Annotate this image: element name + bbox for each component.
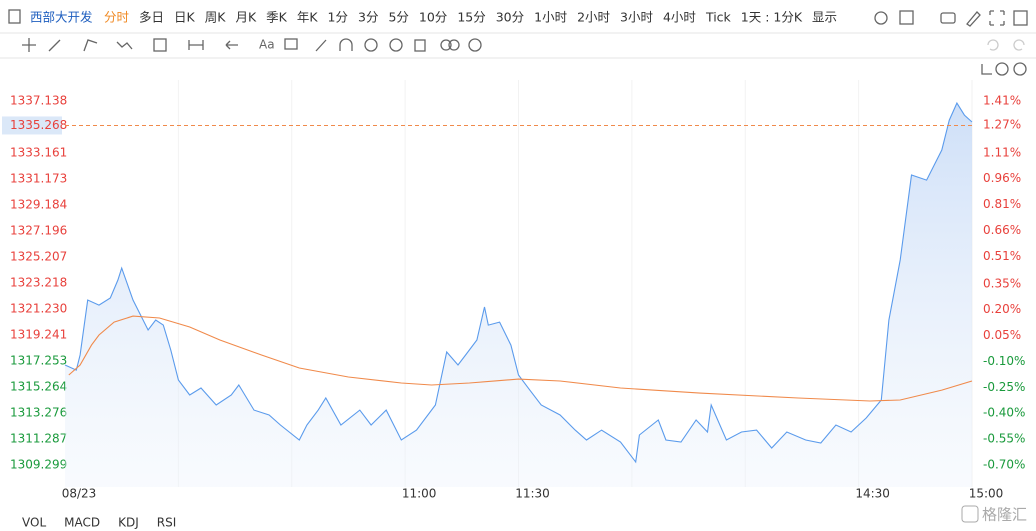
y-tick-label: 1319.241 [10, 328, 67, 342]
timeframe-tab[interactable]: 分时 [104, 10, 130, 25]
line-tool[interactable] [48, 39, 61, 52]
y2-tick-label: 1.41% [983, 94, 1021, 108]
delete-tool[interactable] [414, 39, 426, 52]
y2-tick-label: 0.05% [983, 328, 1021, 342]
timeframe-tab[interactable]: 1天 : 1分K [741, 10, 803, 25]
symbol-icon[interactable] [8, 9, 21, 24]
timeframe-tab[interactable]: 显示 [812, 10, 837, 25]
timeframe-tab[interactable]: 10分 [419, 10, 447, 25]
indicator-tabs: VOL MACD KDJ RSI [22, 516, 176, 530]
timeframe-tab[interactable]: 4小时 [663, 10, 696, 25]
timeframe-tabs: 分时 多日 日K 周K 月K 季K 年K 1分 3分 5分 10分 15分 30分 1小时 2小时 3小时 4小… [104, 10, 837, 25]
ruler-tool[interactable] [315, 39, 327, 52]
x-tick-label: 15:00 [969, 487, 1004, 501]
y-tick-label: 1331.173 [10, 171, 67, 185]
compare-icon[interactable] [440, 39, 452, 51]
y2-tick-label: 0.51% [983, 249, 1021, 263]
y-tick-label: 1327.196 [10, 223, 67, 237]
y-tick-label: 1321.230 [10, 301, 67, 315]
timeframe-tab[interactable]: 日K [174, 10, 196, 25]
y-tick-label: 1333.161 [10, 145, 67, 159]
x-tick-label: 11:30 [515, 487, 550, 501]
move-tool[interactable] [22, 38, 36, 52]
average-line [68, 315, 973, 402]
undo-icon[interactable] [987, 39, 999, 51]
watermark-logo [961, 505, 979, 523]
layout-icon[interactable] [899, 10, 914, 25]
settings-icon[interactable] [468, 38, 482, 52]
indicator-tab[interactable]: MACD [64, 516, 100, 530]
camera-icon[interactable] [940, 12, 956, 24]
fib-tool[interactable] [153, 38, 167, 52]
timeframe-tab[interactable]: 3分 [358, 10, 378, 25]
measure-tool[interactable] [188, 40, 204, 50]
text-tool[interactable]: Aa [259, 38, 275, 52]
note-tool[interactable] [284, 38, 298, 50]
indicator-tab[interactable]: RSI [157, 516, 177, 530]
watermark: 格隆汇 [982, 506, 1027, 524]
price-tag [2, 116, 62, 135]
y2-tick-label: -0.40% [983, 406, 1025, 420]
redo-icon[interactable] [1013, 39, 1025, 51]
hide-tool[interactable] [389, 38, 403, 52]
lock-tool[interactable] [364, 38, 378, 52]
timeframe-tab[interactable]: 1分 [328, 10, 348, 25]
y2-tick-label: 0.66% [983, 223, 1021, 237]
timeframe-tab[interactable]: 年K [297, 10, 319, 25]
reset-icon[interactable] [981, 64, 992, 75]
x-tick-label: 11:00 [402, 487, 437, 501]
y-tick-label: 1313.276 [10, 405, 67, 419]
y2-tick-label: 0.96% [983, 171, 1021, 185]
timeframe-tab[interactable]: Tick [705, 10, 732, 25]
y-tick-label: 1309.299 [10, 457, 67, 471]
y2-tick-label: 0.35% [983, 276, 1021, 290]
y2-tick-label: -0.25% [983, 380, 1025, 394]
arrow-tool[interactable] [225, 40, 238, 50]
window-icon[interactable] [1013, 10, 1028, 26]
y2-tick-label: -0.70% [983, 457, 1025, 471]
timeframe-tab[interactable]: 5分 [388, 10, 408, 25]
y-tick-label: 1337.138 [10, 93, 67, 107]
zoom-in-icon[interactable] [1013, 62, 1027, 76]
channel-tool[interactable] [83, 39, 98, 52]
y2-tick-label: 1.11% [983, 145, 1021, 159]
y-tick-label: 1311.287 [10, 432, 67, 446]
indicator-tab[interactable]: KDJ [118, 516, 139, 530]
settings-icon[interactable] [874, 11, 888, 25]
indicator-tab[interactable]: VOL [22, 516, 46, 530]
price-line [64, 101, 973, 464]
timeframe-tab[interactable]: 周K [205, 10, 227, 25]
y2-tick-label: 1.27% [983, 118, 1021, 132]
fullscreen-icon[interactable] [989, 10, 1005, 26]
y-tick-label: 1317.253 [10, 353, 67, 367]
timeframe-tab[interactable]: 1小时 [534, 10, 567, 25]
y2-tick-label: -0.55% [983, 432, 1025, 446]
x-tick-label: 14:30 [855, 487, 890, 501]
x-tick-label: 08/23 [62, 487, 97, 501]
y2-tick-label: 0.81% [983, 197, 1021, 211]
wave-tool[interactable] [116, 41, 133, 50]
y-tick-label: 1325.207 [10, 249, 67, 263]
compare-icon[interactable] [448, 39, 460, 51]
y-tick-label: 1323.218 [10, 276, 67, 290]
timeframe-tab[interactable]: 15分 [457, 10, 485, 25]
timeframe-tab[interactable]: 月K [235, 10, 257, 25]
timeframe-tab[interactable]: 2小时 [577, 10, 610, 25]
timeframe-tab[interactable]: 多日 [139, 10, 164, 25]
timeframe-tab[interactable]: 季K [266, 10, 288, 25]
y2-tick-label: -0.10% [983, 354, 1025, 368]
plot: 1337.138 1335.268 1333.161 1331.173 1329.184… [2, 80, 1025, 501]
draw-icon[interactable] [966, 11, 981, 27]
price-area [65, 103, 972, 487]
y2-tick-label: 0.20% [983, 302, 1021, 316]
timeframe-tab[interactable]: 30分 [496, 10, 524, 25]
zoom-out-icon[interactable] [995, 62, 1009, 76]
y-tick-label: 1315.264 [10, 380, 67, 394]
y-tick-label: 1335.268 [10, 118, 67, 132]
y-tick-label: 1329.184 [10, 197, 67, 211]
timeframe-tab[interactable]: 3小时 [620, 10, 653, 25]
magnet-tool[interactable] [339, 38, 353, 51]
symbol-name[interactable]: 西部大开发 [30, 10, 93, 25]
